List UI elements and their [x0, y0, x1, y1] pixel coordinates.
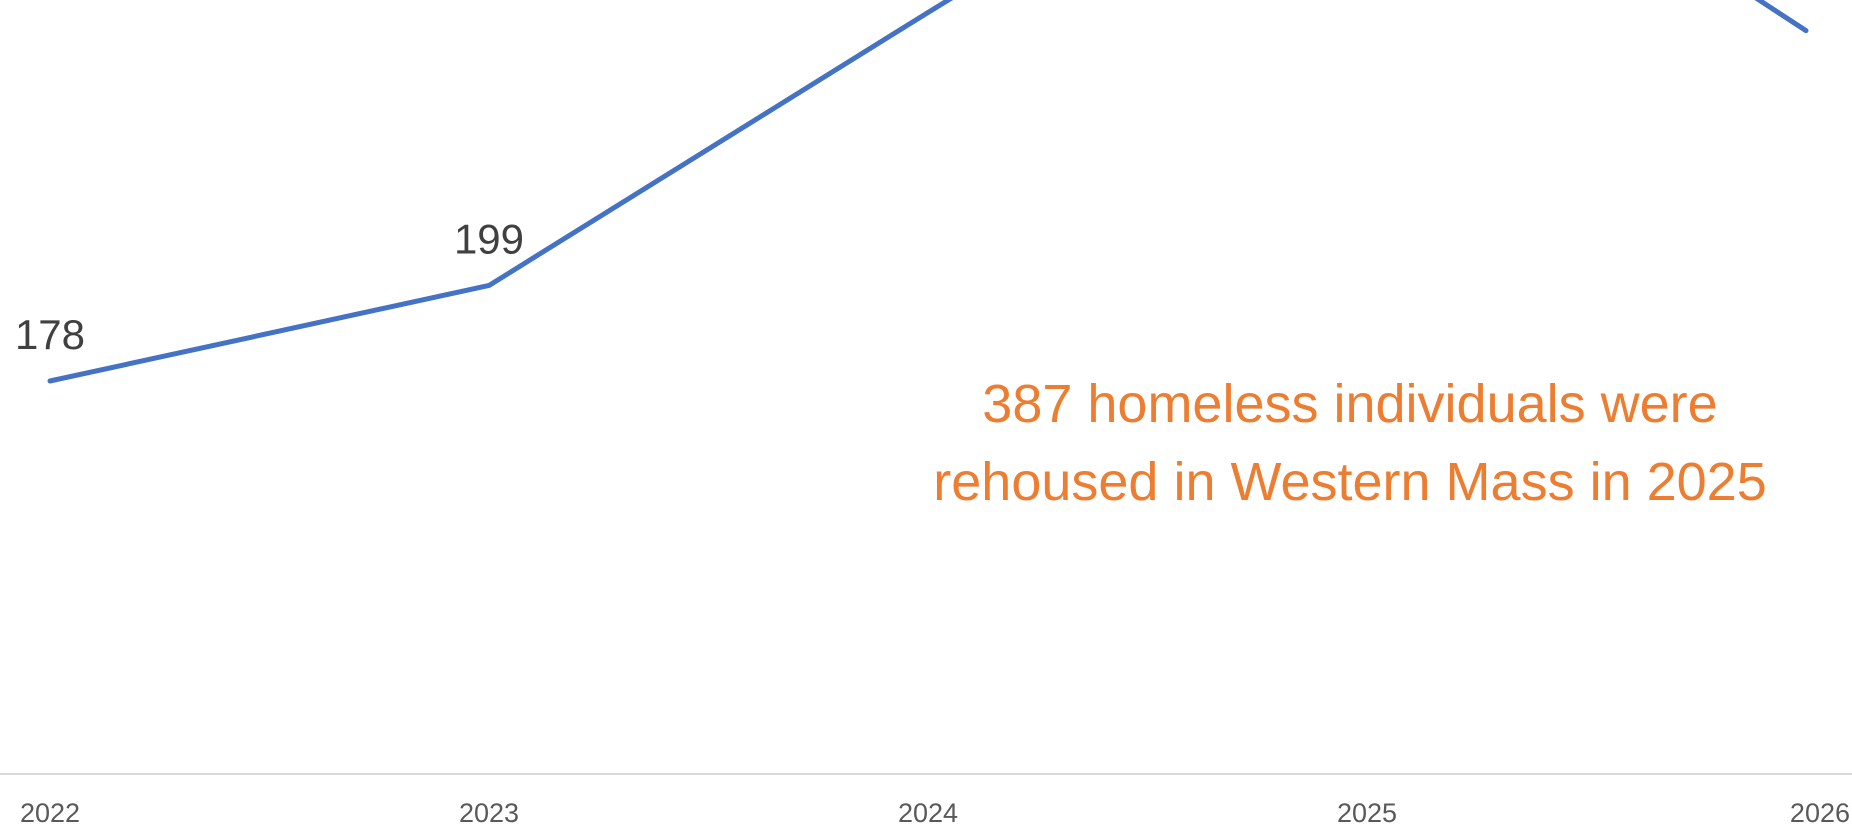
annotation-line-1: 387 homeless individuals were — [982, 374, 1718, 434]
x-axis-ticks: 2022 2023 2024 2025 2026 — [20, 798, 1850, 827]
data-labels: 178199259318255 — [15, 0, 1842, 358]
chart-annotation: 387 homeless individuals were rehoused i… — [850, 365, 1850, 521]
annotation-line-2: rehoused in Western Mass in 2025 — [933, 452, 1767, 512]
data-label: 178 — [15, 311, 85, 358]
x-tick-label: 2022 — [20, 798, 80, 827]
x-tick-label: 2025 — [1337, 798, 1397, 827]
x-tick-label: 2023 — [459, 798, 519, 827]
data-label: 255 — [1772, 0, 1842, 8]
x-tick-label: 2024 — [898, 798, 958, 827]
series-line — [47, 0, 1809, 384]
x-tick-label: 2026 — [1790, 798, 1850, 827]
data-label: 199 — [454, 215, 524, 262]
